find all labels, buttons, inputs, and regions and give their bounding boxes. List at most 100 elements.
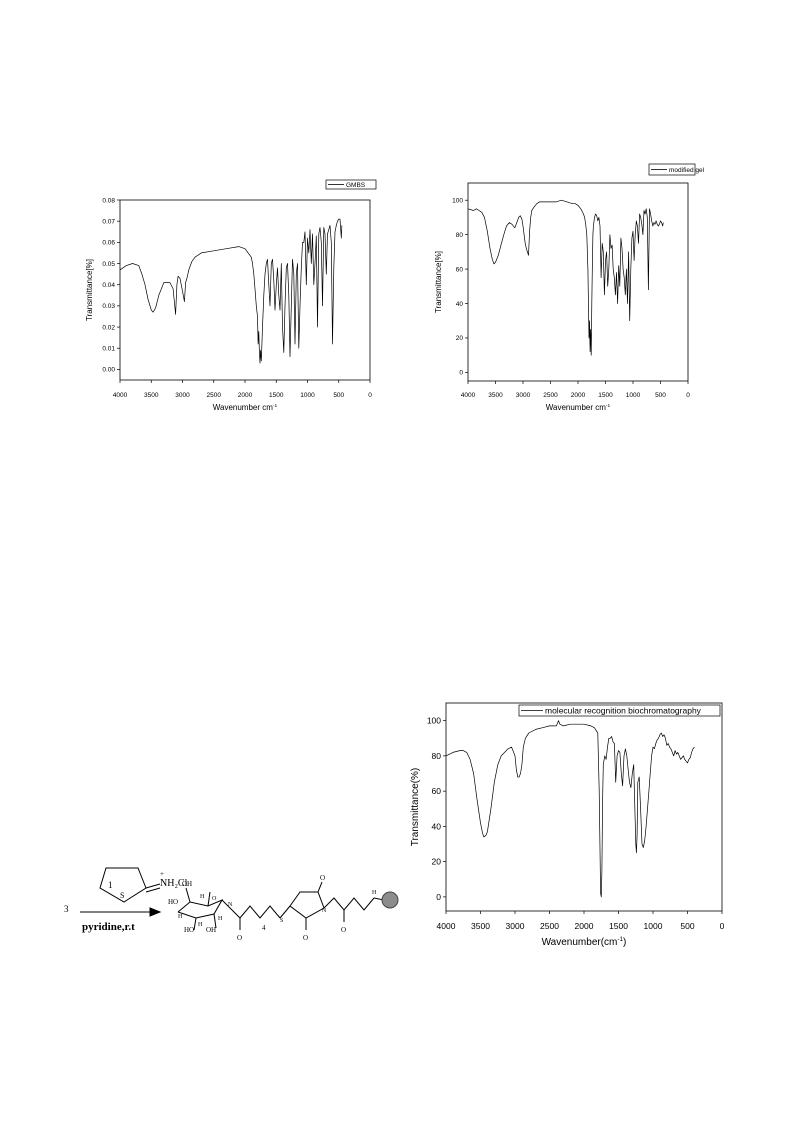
hydroxyl-3: HO [184,926,194,934]
carbonyl-o-4: O [341,926,346,934]
series-line [445,720,695,898]
x-tick-label: 3000 [506,921,525,931]
y-tick-label: 0.03 [102,303,115,310]
sugar-bond [185,887,191,903]
linker-bond [279,905,291,919]
hydrogen-3: H [198,922,203,928]
reagent-salt: NH₂Cl [160,878,188,889]
reaction-condition: pyridine,r.t [82,921,135,933]
legend-box [648,163,696,176]
succinimide-ring [289,891,325,919]
linker-chain-2 [323,897,375,911]
y-tick-label: 0.07 [102,218,115,225]
chart-molecular-recognition: 4000 3500 3000 2500 2000 1500 1000 500 0 0 20 40 60 8… [410,702,725,948]
y-tick-label: 60 [432,786,442,796]
ring-oxygen: O [212,896,217,902]
legend-box [518,704,721,717]
x-axis-label: Wavenumber cm-1 [213,403,278,412]
x-tick-label: 2000 [575,921,594,931]
x-tick-label: 0 [686,392,690,399]
x-tick-label: 3000 [516,392,531,399]
y-tick-label: 0.00 [102,367,115,374]
hydrogen-1: H [200,894,205,900]
y-tick-label: 0.05 [102,261,115,268]
x-tick-label: 2500 [540,921,559,931]
y-tick-label: 0.04 [102,282,115,289]
x-axis-label: Wavenumber(cm-1) [542,936,627,948]
chart-gmbs: 4000 3500 3000 2500 2000 1500 1000 500 0 0.00 0.01… [85,179,377,412]
x-tick-label: 0 [720,921,725,931]
hydroxyl-4: OH [206,926,216,934]
sulfur-atom: S [280,918,283,924]
y-tick-label: 0 [436,892,441,902]
y-axis-label: Transmittance(%) [410,768,421,847]
x-tick-label: 1500 [598,392,613,399]
y-tick-label: 0.08 [102,197,115,204]
reagent-ring-s: S [120,891,124,900]
x-tick-label: 500 [680,921,694,931]
sugar-bond [213,913,217,929]
x-tick-label: 1000 [300,392,315,399]
x-tick-label: 2500 [543,392,558,399]
x-tick-label: 1500 [269,392,284,399]
sugar-bond [193,917,197,931]
x-tick-label: 500 [333,392,344,399]
carbonyl-o-3: O [303,934,308,942]
y-axis-label: Transmittance[%] [85,259,94,321]
x-tick-label: 0 [368,392,372,399]
x-tick-label: 2000 [238,392,253,399]
y-tick-label: 20 [432,857,442,867]
series-line [467,199,664,356]
reaction-scheme [80,867,385,931]
x-tick-label: 3500 [488,392,503,399]
scheme-labels: 1 S + NH₂Cl 3 pyridine,r.t OH HO HO OH H… [64,870,377,942]
reagent-ring [99,867,147,903]
x-tick-label: 3500 [144,392,159,399]
y-tick-label: 80 [432,751,442,761]
x-tick-label: 3000 [175,392,190,399]
y-tick-label: 40 [432,821,442,831]
plot-frame [467,182,689,382]
x-tick-label: 1500 [609,921,628,931]
x-axis-label: Wavenumber cm-1 [546,403,611,412]
x-axis-label-superscript: -1 [617,936,623,943]
amide-n-1: N [228,902,233,908]
y-tick-label: 40 [456,301,464,308]
imide-n: N [322,908,327,914]
x-tick-label: 4000 [461,392,476,399]
plot-frame [119,199,371,381]
carbonyl-bond [317,881,323,893]
x-tick-label: 500 [655,392,666,399]
solid-support-bead [381,891,399,909]
reagent-imine-bond [145,883,161,889]
y-tick-label: 0 [459,370,463,377]
legend-box [325,179,377,190]
carbonyl-o-2: O [320,874,325,882]
x-axis-label-suffix: ) [623,937,626,948]
x-tick-label: 4000 [113,392,128,399]
x-tick-label: 2000 [571,392,586,399]
product-number: 4 [262,924,266,932]
reagent-number: 3 [64,904,69,914]
y-tick-label: 80 [456,232,464,239]
y-tick-label: 0.01 [102,346,115,353]
y-tick-label: 20 [456,335,464,342]
x-tick-label: 1000 [626,392,641,399]
y-tick-label: 60 [456,266,464,273]
legend-label: GMBS [346,182,366,189]
y-tick-label: 100 [452,197,463,204]
reagent-charge: + [160,870,164,878]
reagent-imine-bond-2 [145,887,161,893]
series-line [119,218,343,364]
x-tick-label: 3500 [471,921,490,931]
y-axis-label: Transmittance[%] [434,251,443,313]
y-tick-label: 0.06 [102,240,115,247]
x-tick-label: 2500 [207,392,222,399]
hydroxyl-2: HO [168,898,178,906]
y-tick-label: 0.02 [102,324,115,331]
carbonyl-o-1: O [237,934,242,942]
sugar-bond [221,899,233,911]
x-axis-label-superscript: -1 [273,403,278,409]
reagent-label-1: 1 [108,880,113,890]
